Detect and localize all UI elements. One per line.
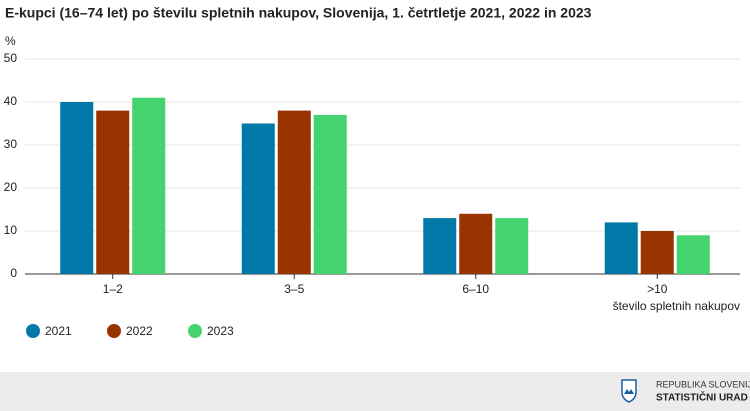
x-tick-label: 3–5 xyxy=(284,282,304,296)
footer-band xyxy=(0,372,750,411)
bar xyxy=(495,218,529,274)
legend-marker xyxy=(188,324,202,338)
bar xyxy=(640,231,674,274)
x-axis-label: število spletnih nakupov xyxy=(613,299,740,313)
bar xyxy=(459,213,493,274)
footer-line2: STATISTIČNI URAD xyxy=(656,391,748,404)
bar xyxy=(96,110,130,274)
x-tick-label: >10 xyxy=(647,282,668,296)
x-tick-label: 1–2 xyxy=(103,282,123,296)
logo xyxy=(621,379,637,403)
y-tick-label: 30 xyxy=(4,137,18,151)
bar xyxy=(277,110,311,274)
bar xyxy=(132,97,166,274)
legend-marker xyxy=(107,324,121,338)
x-tick-label: 6–10 xyxy=(462,282,489,296)
legend-label: 2023 xyxy=(207,324,234,338)
y-tick-label: 50 xyxy=(4,51,18,65)
bar xyxy=(241,123,275,274)
legend-label: 2022 xyxy=(126,324,153,338)
y-tick-label: 20 xyxy=(4,180,18,194)
bar xyxy=(604,222,638,274)
y-tick-label: 0 xyxy=(10,266,17,280)
bar xyxy=(60,102,94,274)
bar xyxy=(676,235,710,274)
y-tick-label: 40 xyxy=(4,94,18,108)
legend-marker xyxy=(26,324,40,338)
bar xyxy=(423,218,457,274)
bar xyxy=(313,114,347,275)
chart-title: E-kupci (16–74 let) po številu spletnih … xyxy=(5,5,592,21)
footer-line1: REPUBLIKA SLOVENIJA xyxy=(656,379,750,389)
legend-label: 2021 xyxy=(45,324,72,338)
y-tick-label: 10 xyxy=(4,223,18,237)
y-axis-label: % xyxy=(5,34,16,48)
